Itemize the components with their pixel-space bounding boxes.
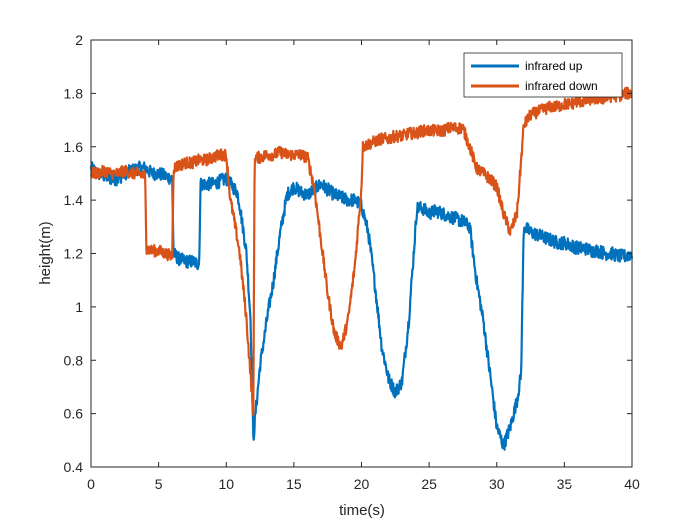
y-tick-label: 0.8 [64, 352, 84, 368]
x-tick-label: 30 [489, 476, 505, 492]
y-tick-label: 1.6 [64, 139, 84, 155]
x-tick-label: 25 [421, 476, 437, 492]
y-tick-label: 2 [75, 32, 83, 48]
y-tick-label: 1.2 [64, 246, 84, 262]
legend: infrared up infrared down [463, 52, 623, 98]
y-tick-label: 1 [75, 299, 83, 315]
wechat-logo-icon [562, 483, 588, 504]
y-tick-label: 1.8 [64, 85, 84, 101]
legend-label-infrared-down: infrared down [525, 79, 598, 93]
watermark: 天天Matlab @51CTO博客 [562, 483, 676, 519]
series-line-infrared-down [89, 86, 633, 417]
tick-labels: 0 5 10 15 20 25 30 35 40 0.4 0.6 0.8 1 1.2 1.4 1.6 1.8 2 [64, 32, 640, 492]
legend-box [463, 52, 623, 98]
series-line-infrared-up [89, 160, 633, 451]
y-tick-label: 0.6 [64, 406, 84, 422]
x-tick-label: 35 [557, 476, 573, 492]
legend-label-infrared-up: infrared up [525, 59, 583, 73]
series-lines [89, 86, 633, 451]
watermark-line2: @51CTO博客 [606, 505, 676, 519]
y-tick-label: 0.4 [64, 459, 84, 475]
x-tick-label: 5 [155, 476, 163, 492]
y-axis-label: height(m) [37, 221, 54, 284]
x-tick-label: 15 [286, 476, 302, 492]
x-tick-label: 0 [87, 476, 95, 492]
x-tick-label: 40 [624, 476, 640, 492]
x-tick-label: 10 [218, 476, 234, 492]
x-tick-label: 20 [354, 476, 370, 492]
x-axis-label: time(s) [339, 502, 385, 519]
ticks [90, 39, 633, 468]
watermark-line1: 天天Matlab [590, 486, 666, 502]
y-tick-label: 1.4 [64, 192, 84, 208]
